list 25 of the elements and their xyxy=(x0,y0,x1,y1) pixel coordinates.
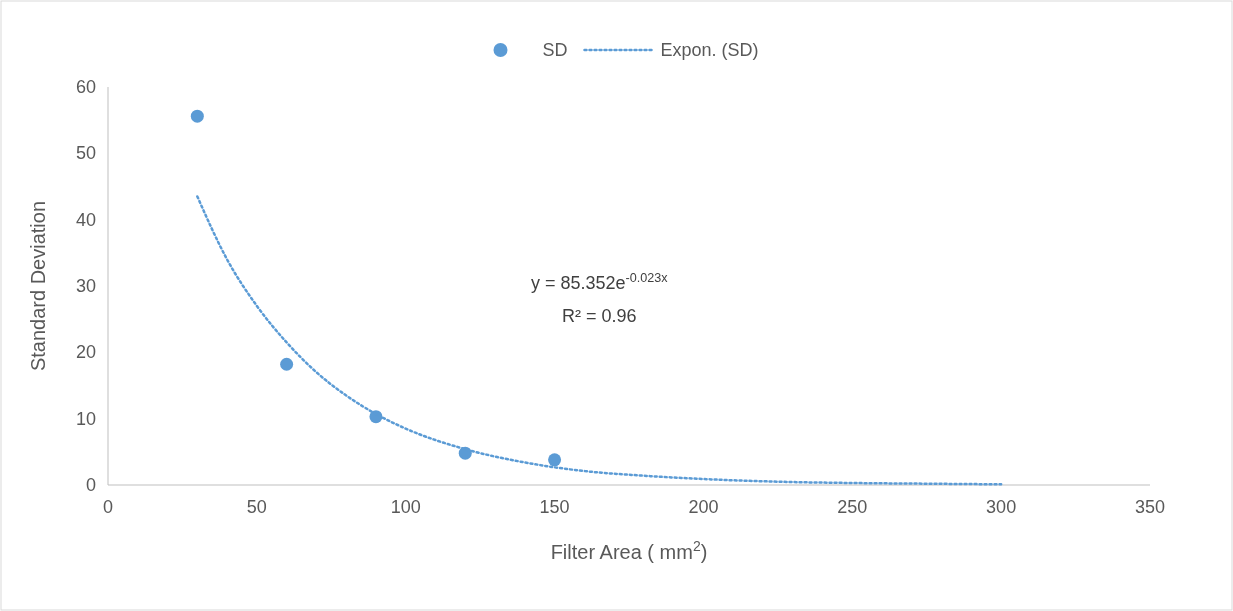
y-axis-title: Standard Deviation xyxy=(27,200,49,372)
legend-label: Expon. (SD) xyxy=(660,40,759,60)
annotation: y = 85.352e$^{-0.023x}$ xyxy=(530,271,669,294)
x-tick-label: 50 xyxy=(246,497,267,517)
y-tick-label: 20 xyxy=(75,342,96,363)
x-tick-label: 250 xyxy=(837,497,868,517)
point xyxy=(280,357,294,371)
y-tick-label: 40 xyxy=(75,209,96,230)
point xyxy=(548,453,562,467)
y-tick-label: 10 xyxy=(75,408,96,429)
line-series xyxy=(196,195,1003,486)
legend-label: SD xyxy=(542,40,568,60)
x-tick-label: 100 xyxy=(390,497,421,517)
x-tick-label: 350 xyxy=(1134,497,1166,517)
y-tick-label: 60 xyxy=(75,77,96,97)
y-tick-label: 30 xyxy=(75,276,96,296)
x-tick-label: 300 xyxy=(986,497,1017,517)
x-tick-label: 150 xyxy=(539,497,570,517)
point xyxy=(190,109,204,123)
x-axis-title: Filter Area ( mm$^{2}$) xyxy=(550,538,708,563)
x-tick-label: 200 xyxy=(688,497,719,517)
x-tick-label: 0 xyxy=(102,497,114,517)
annotation: R² = 0.96 xyxy=(561,306,637,327)
y-tick-label: 50 xyxy=(75,143,96,164)
y-tick-label: 0 xyxy=(85,475,96,495)
